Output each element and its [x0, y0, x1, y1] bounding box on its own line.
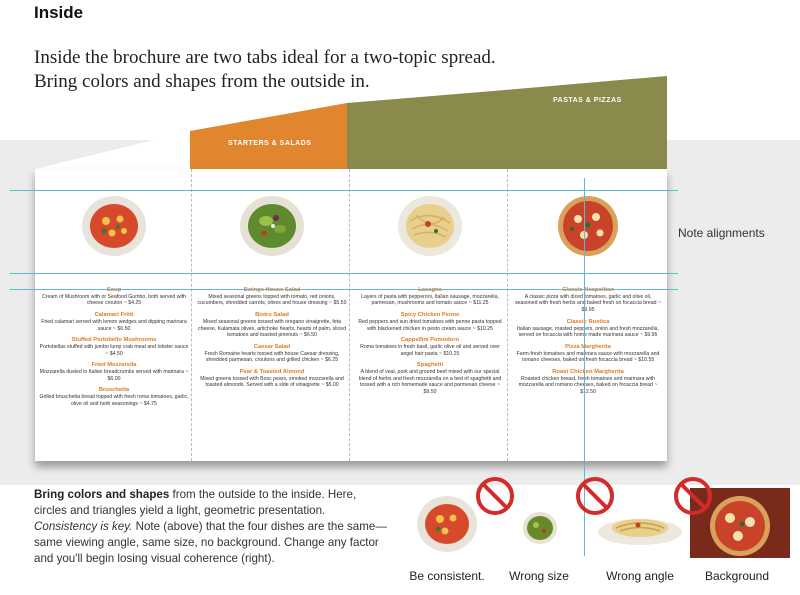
brochure-interior-panel: Soup Cream of Mushroom with or Seafood G…: [35, 169, 667, 461]
menu-item-title: Stuffed Portobello Mushrooms: [71, 337, 157, 344]
starters-tab-shape: [190, 103, 347, 169]
alignment-guide-line: [584, 178, 585, 556]
intro-line-2: Bring colors and shapes from the outside…: [34, 71, 370, 92]
menu-item-title: Calamari Fritti: [94, 312, 134, 319]
alignment-guide-line: [10, 190, 678, 191]
body-bold-lead: Bring colors and shapes: [34, 488, 170, 501]
example-caption: Wrong angle: [606, 569, 674, 583]
menu-item-desc: Mixed greens tossed with Bosc pears, smo…: [200, 375, 344, 389]
tab-label-starters: STARTERS & SALADS: [228, 140, 312, 147]
body-italic: Consistency is key.: [34, 520, 133, 533]
menu-list: Lasagna Layers of pasta with pepperoni, …: [355, 287, 505, 396]
prohibited-icon: [576, 477, 614, 515]
menu-column-pastas: Lasagna Layers of pasta with pepperoni, …: [351, 169, 509, 461]
menu-item-desc: Grilled bruschetta bread topped with fre…: [39, 394, 189, 407]
menu-item-title: Bruschetta: [98, 387, 130, 394]
menu-item-title: Bistro Salad: [255, 312, 289, 319]
menu-item-title: Swings House Salad: [243, 287, 301, 293]
body-paragraph: Bring colors and shapes from the outside…: [34, 487, 389, 567]
menu-item-desc: Red peppers and sun dried tomatoes with …: [358, 318, 502, 332]
salad-dish-image: [240, 196, 304, 256]
menu-column-soups: Soup Cream of Mushroom with or Seafood G…: [35, 169, 193, 461]
panel-fold-divider: [349, 169, 350, 461]
menu-item-desc: Mixed seasonal greens topped with tomato…: [197, 293, 347, 307]
menu-item-desc: Layers of pasta with pepperoni, Italian …: [361, 293, 499, 307]
body-text-part: Note (above) that the four dishes are th…: [34, 520, 387, 565]
menu-list: Classic Neapolitan A classic pizza with …: [513, 287, 663, 396]
pizza-dish-image: [558, 196, 618, 256]
alignment-guide-line: [10, 289, 678, 290]
prohibited-icon: [476, 477, 514, 515]
menu-item-desc: Roma tomatoes in fresh basil, garlic oli…: [360, 343, 500, 357]
wrong-angle-example: [598, 519, 682, 545]
body-text-part: from the outside to the inside. Here, ci…: [34, 488, 357, 517]
menu-item-desc: Fried calamari served with lemon wedges …: [41, 318, 187, 332]
menu-item-desc: Mixed seasonal greens tossed with oregan…: [198, 318, 346, 339]
panel-fold-divider: [191, 169, 192, 461]
intro-line-1: Inside the brochure are two tabs ideal f…: [34, 47, 496, 68]
panel-fold-divider: [507, 169, 508, 461]
menu-list: Soup Cream of Mushroom with or Seafood G…: [39, 287, 189, 408]
prohibited-icon: [674, 477, 712, 515]
wrong-size-example: [523, 512, 557, 544]
menu-item-desc: Italian sausage, roasted peppers, onion …: [517, 325, 659, 339]
example-caption: Background: [704, 569, 770, 583]
menu-item-desc: Mozzarella dusted in Italian breadcrumbs…: [39, 369, 189, 382]
menu-item-title: Fried Mozzarella: [91, 362, 137, 369]
pastas-tab-shape: [505, 76, 667, 169]
menu-column-pizzas: Classic Neapolitan A classic pizza with …: [509, 169, 667, 461]
tab-wedge-graphic: [35, 76, 667, 169]
menu-item-title: Roast Chicken Margherita: [552, 369, 624, 376]
pasta-dish-image: [82, 196, 146, 256]
menu-list: Swings House Salad Mixed seasonal greens…: [197, 287, 347, 389]
example-caption: Wrong size: [509, 569, 569, 583]
menu-item-title: Classic Neapolitan: [562, 287, 614, 293]
menu-item-title: Spicy Chicken Penne: [400, 312, 460, 319]
menu-item-desc: A blend of veal, pork and ground beef mi…: [358, 369, 502, 396]
menu-item-desc: Farm-fresh tomatoes and marinara sauce w…: [516, 350, 660, 364]
menu-item-title: Classic Rustica: [566, 318, 610, 325]
menu-column-salads: Swings House Salad Mixed seasonal greens…: [193, 169, 351, 461]
consistent-dish-example: [417, 496, 477, 552]
menu-item-desc: Portobellas stuffed with jumbo lump crab…: [39, 343, 189, 357]
menu-item-desc: Cream of Mushroom with or Seafood Gumbo,…: [42, 293, 186, 307]
menu-item-title: Lasagna: [418, 287, 442, 293]
menu-item-title: Caesar Salad: [253, 343, 291, 350]
tab-label-pastas: PASTAS & PIZZAS: [553, 97, 622, 104]
section-heading: Inside: [34, 3, 84, 22]
menu-item-title: Pizza Margherita: [565, 343, 611, 350]
example-caption: Be consistent.: [409, 569, 485, 583]
alignment-guide-line: [10, 273, 678, 274]
alignment-note: Note alignments: [678, 226, 765, 240]
menu-item-title: Pear & Toasted Almond: [239, 369, 305, 376]
menu-item-desc: Fresh Romaine hearts tossed with house C…: [204, 350, 340, 364]
menu-item-title: Cappellini Pomodoro: [400, 337, 460, 344]
menu-item-title: Spaghetti: [416, 362, 444, 369]
spaghetti-dish-image: [398, 196, 462, 256]
menu-item-desc: Roasted chicken breast, fresh tomatoes a…: [518, 375, 658, 396]
menu-item-title: Soup: [106, 287, 122, 293]
background-example: [690, 488, 790, 558]
menu-item-desc: A classic pizza with diced tomatoes, gar…: [514, 293, 662, 314]
